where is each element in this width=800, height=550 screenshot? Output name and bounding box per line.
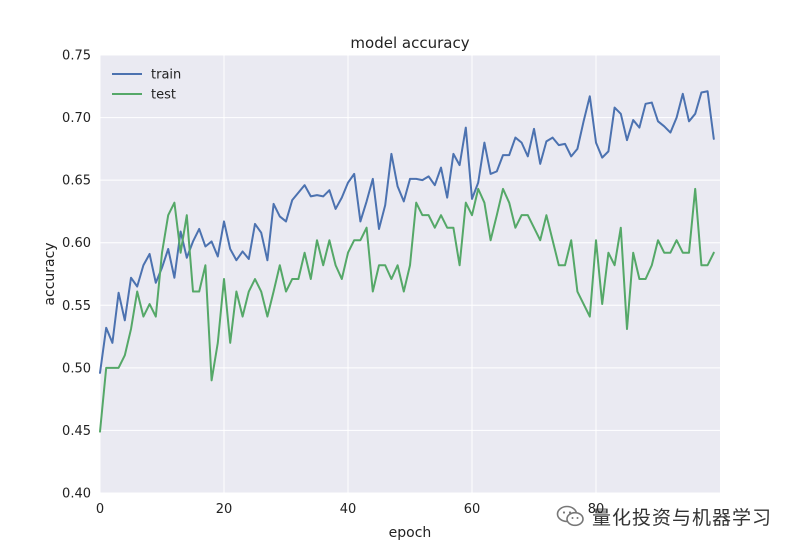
- x-axis-title: epoch: [389, 525, 432, 541]
- y-tick-label: 0.40: [62, 487, 91, 502]
- x-tick-label: 60: [464, 502, 481, 517]
- y-tick-label: 0.65: [62, 174, 91, 189]
- wechat-icon: [556, 505, 584, 527]
- y-tick-label: 0.45: [62, 424, 91, 439]
- grid: [99, 54, 720, 494]
- y-tick-label: 0.70: [62, 111, 91, 126]
- y-axis-title: accuracy: [42, 242, 58, 305]
- legend-label-train: train: [151, 68, 181, 83]
- x-tick-label: 40: [340, 502, 357, 517]
- series-line-test: [99, 187, 715, 433]
- x-tick-label: 20: [216, 502, 233, 517]
- x-tick-label: 0: [96, 502, 104, 517]
- chart-title: model accuracy: [350, 34, 469, 52]
- legend-label-test: test: [151, 88, 176, 103]
- x-tick-label: 80: [588, 502, 605, 517]
- plot-background: [100, 55, 720, 493]
- y-axis: 0.40 0.45 0.50 0.55 0.60 0.65 0.70 0.75: [62, 49, 91, 502]
- y-tick-label: 0.50: [62, 361, 91, 376]
- x-axis: 0 20 40 60 80: [96, 502, 604, 517]
- y-tick-label: 0.55: [62, 299, 91, 314]
- y-tick-label: 0.60: [62, 236, 91, 251]
- series-line-train: [99, 90, 715, 374]
- legend: train test: [112, 68, 181, 103]
- series-layer: [99, 90, 715, 433]
- watermark: 量化投资与机器学习: [556, 503, 772, 529]
- watermark-text: 量化投资与机器学习: [592, 506, 773, 529]
- y-tick-label: 0.75: [62, 49, 91, 64]
